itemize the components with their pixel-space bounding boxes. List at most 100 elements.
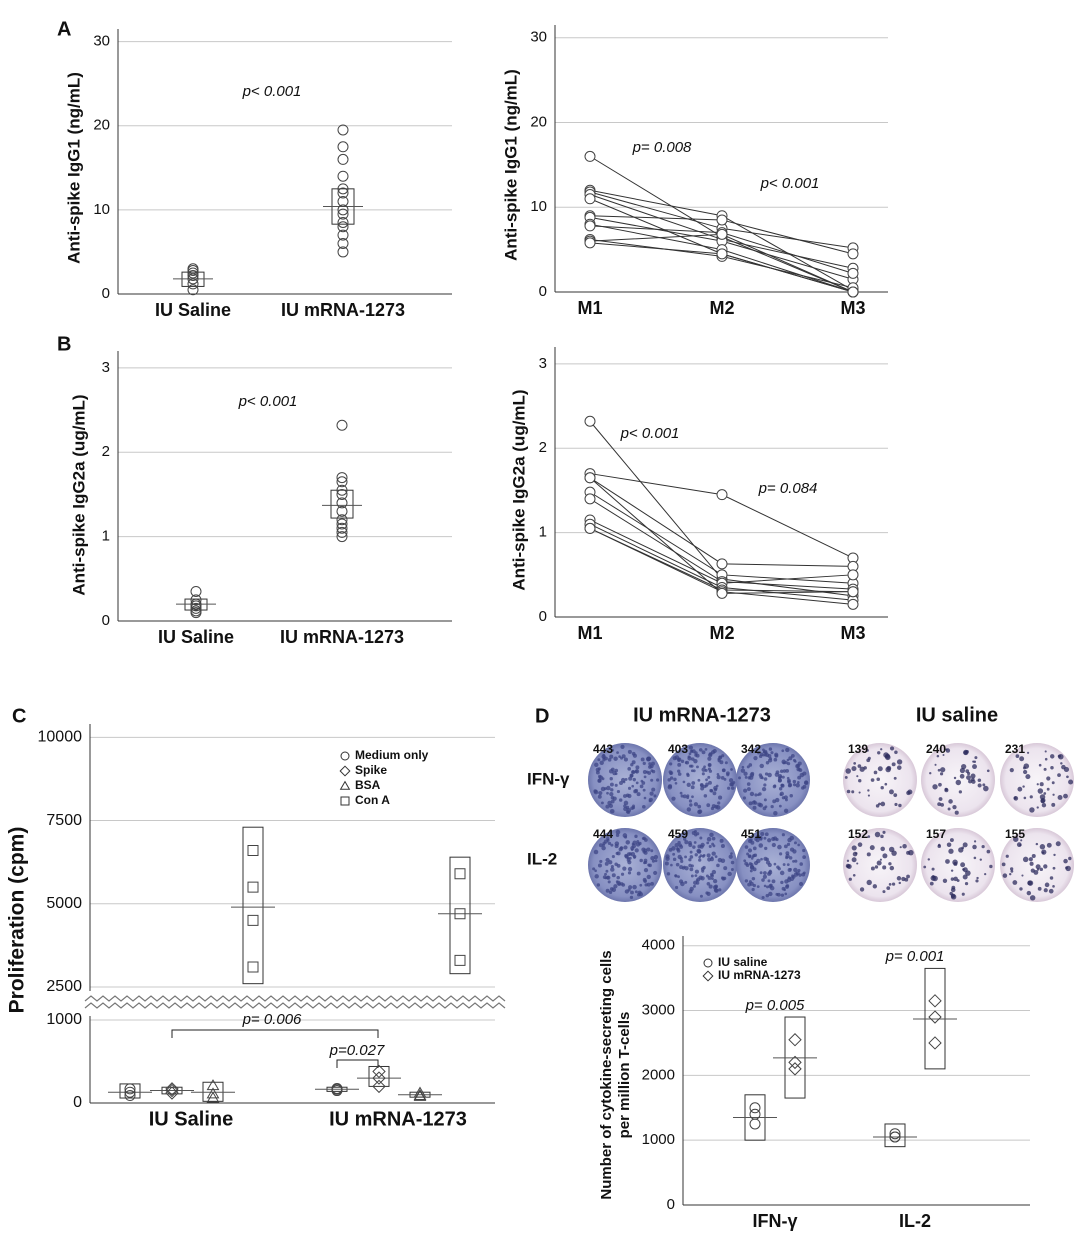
spot bbox=[711, 836, 716, 841]
spot bbox=[927, 858, 931, 861]
spot bbox=[899, 846, 902, 849]
box bbox=[242, 826, 264, 985]
spot bbox=[627, 786, 632, 790]
spot bbox=[797, 761, 802, 766]
spot bbox=[642, 770, 647, 775]
spot bbox=[759, 775, 764, 779]
spot bbox=[976, 876, 979, 880]
spot bbox=[606, 791, 609, 795]
spot bbox=[713, 885, 718, 890]
row-label: IFN-γ bbox=[527, 769, 570, 788]
spot bbox=[786, 863, 790, 867]
spot bbox=[880, 748, 883, 751]
spot bbox=[783, 888, 786, 892]
spot bbox=[743, 788, 748, 793]
spot bbox=[947, 807, 951, 811]
point bbox=[584, 472, 596, 484]
bracket bbox=[336, 1059, 379, 1068]
spot bbox=[777, 844, 782, 850]
spot bbox=[879, 858, 882, 861]
y-tick-label: 1000 bbox=[642, 1131, 675, 1148]
spot bbox=[656, 778, 660, 782]
spot bbox=[690, 874, 694, 878]
spot bbox=[1035, 842, 1039, 846]
spot bbox=[710, 789, 714, 793]
spot bbox=[726, 773, 730, 777]
spot bbox=[702, 865, 706, 870]
spot bbox=[696, 765, 699, 769]
spot bbox=[793, 841, 797, 845]
spot bbox=[848, 877, 852, 881]
legend-marker bbox=[339, 765, 351, 777]
spot bbox=[684, 866, 689, 871]
spot bbox=[792, 860, 795, 863]
spot bbox=[711, 869, 717, 875]
annotation: p= 0.005 bbox=[745, 997, 805, 1014]
spot bbox=[620, 744, 625, 749]
spot bbox=[672, 852, 676, 856]
spot bbox=[1043, 864, 1048, 869]
spot bbox=[986, 849, 991, 854]
spot bbox=[1041, 803, 1047, 808]
spot bbox=[757, 751, 760, 755]
spot bbox=[743, 859, 747, 863]
spot bbox=[651, 859, 655, 863]
spot bbox=[972, 844, 977, 850]
y-tick-label: 2 bbox=[539, 439, 547, 456]
spot bbox=[627, 871, 632, 875]
point bbox=[788, 1062, 802, 1076]
spot bbox=[610, 788, 614, 792]
spot bbox=[950, 887, 956, 893]
axis-break bbox=[84, 995, 506, 1009]
y-axis-label: Anti-spike IgG1 (ng/mL) bbox=[64, 72, 83, 264]
spot bbox=[721, 768, 726, 773]
spot bbox=[677, 772, 682, 776]
spot bbox=[650, 881, 654, 886]
point bbox=[584, 193, 596, 205]
spot bbox=[705, 874, 709, 878]
point bbox=[716, 228, 728, 240]
point bbox=[584, 150, 596, 162]
spot bbox=[958, 790, 962, 794]
spot bbox=[1055, 841, 1061, 847]
spot bbox=[783, 844, 788, 849]
spot bbox=[880, 834, 884, 839]
spot bbox=[889, 746, 895, 751]
spot bbox=[650, 856, 655, 861]
spot bbox=[902, 844, 907, 849]
spot bbox=[1027, 880, 1033, 886]
spot bbox=[639, 784, 644, 789]
spot bbox=[973, 856, 977, 860]
spot bbox=[738, 776, 742, 780]
spot bbox=[768, 747, 773, 751]
spot bbox=[873, 770, 878, 775]
spot bbox=[706, 836, 712, 842]
box bbox=[449, 856, 471, 975]
spot bbox=[749, 772, 755, 778]
spot bbox=[1046, 842, 1052, 848]
spot bbox=[619, 781, 624, 785]
spot bbox=[618, 755, 621, 758]
spot bbox=[1009, 867, 1014, 871]
spot bbox=[856, 775, 859, 778]
point bbox=[372, 1071, 386, 1085]
spot bbox=[594, 874, 599, 879]
spot bbox=[631, 784, 635, 788]
spot bbox=[882, 865, 887, 870]
spot bbox=[792, 849, 797, 854]
spot bbox=[594, 762, 599, 768]
spot bbox=[1060, 762, 1063, 765]
spot bbox=[605, 804, 610, 809]
spot bbox=[986, 769, 990, 773]
spot bbox=[689, 886, 694, 892]
spot bbox=[619, 846, 624, 851]
point bbox=[716, 214, 728, 226]
spot bbox=[784, 892, 788, 896]
x-tick-label: IU Saline bbox=[149, 1108, 233, 1130]
spot bbox=[642, 877, 647, 882]
spot bbox=[931, 875, 935, 879]
spot bbox=[599, 859, 603, 863]
spot bbox=[686, 807, 692, 812]
point bbox=[889, 1128, 901, 1140]
